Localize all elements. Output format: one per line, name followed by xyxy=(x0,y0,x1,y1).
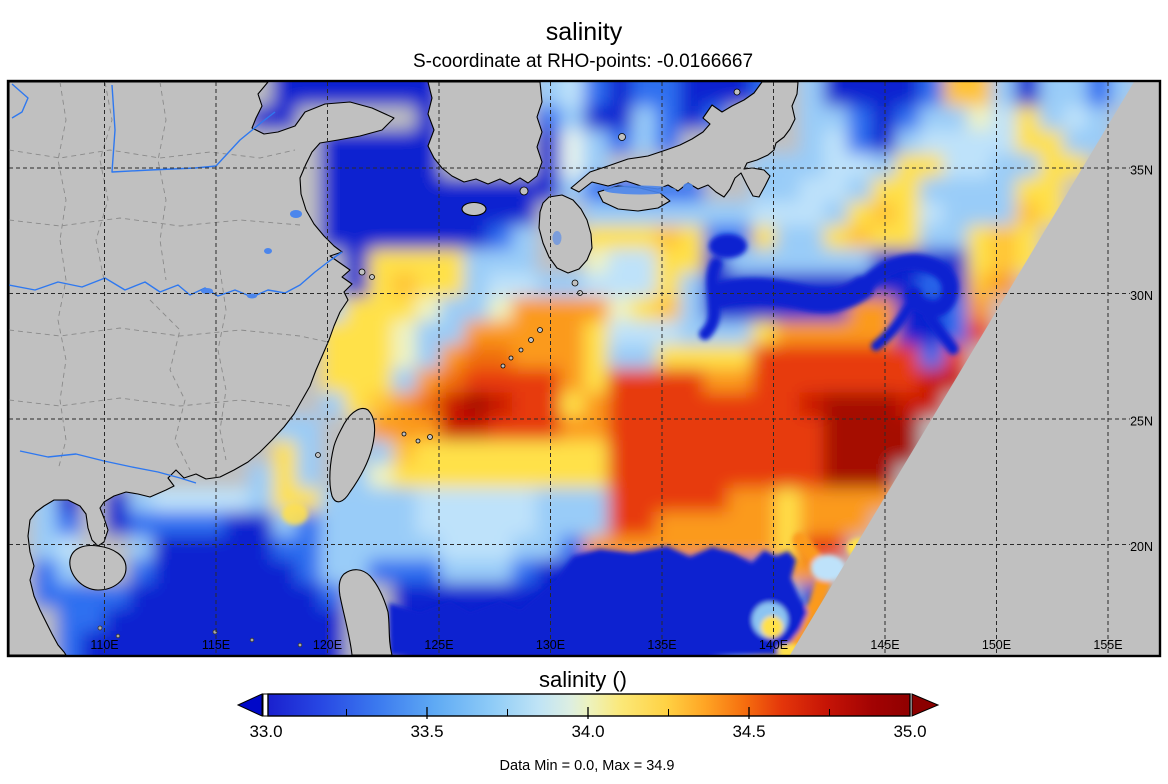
svg-text:25N: 25N xyxy=(1130,415,1153,429)
svg-text:125E: 125E xyxy=(424,638,453,652)
svg-text:salinity (): salinity () xyxy=(539,667,627,692)
svg-text:salinity: salinity xyxy=(546,18,623,46)
svg-text:110E: 110E xyxy=(90,638,118,652)
svg-text:33.5: 33.5 xyxy=(410,722,443,741)
svg-text:155E: 155E xyxy=(1093,638,1122,652)
svg-text:34.0: 34.0 xyxy=(571,722,604,741)
svg-text:135E: 135E xyxy=(647,638,676,652)
svg-text:115E: 115E xyxy=(202,638,230,652)
svg-text:140E: 140E xyxy=(759,638,788,652)
svg-text:34.5: 34.5 xyxy=(732,722,765,741)
svg-text:20N: 20N xyxy=(1130,540,1153,554)
svg-text:Data Min = 0.0, Max = 34.9: Data Min = 0.0, Max = 34.9 xyxy=(500,758,675,774)
svg-text:150E: 150E xyxy=(982,638,1011,652)
svg-text:145E: 145E xyxy=(870,638,899,652)
svg-text:130E: 130E xyxy=(536,638,565,652)
svg-text:120E: 120E xyxy=(313,638,342,652)
svg-text:35N: 35N xyxy=(1130,164,1153,178)
svg-text:35.0: 35.0 xyxy=(893,722,926,741)
svg-text:33.0: 33.0 xyxy=(249,722,282,741)
svg-text:30N: 30N xyxy=(1130,289,1153,303)
svg-text:S-coordinate at RHO-points: -0: S-coordinate at RHO-points: -0.0166667 xyxy=(413,51,753,72)
